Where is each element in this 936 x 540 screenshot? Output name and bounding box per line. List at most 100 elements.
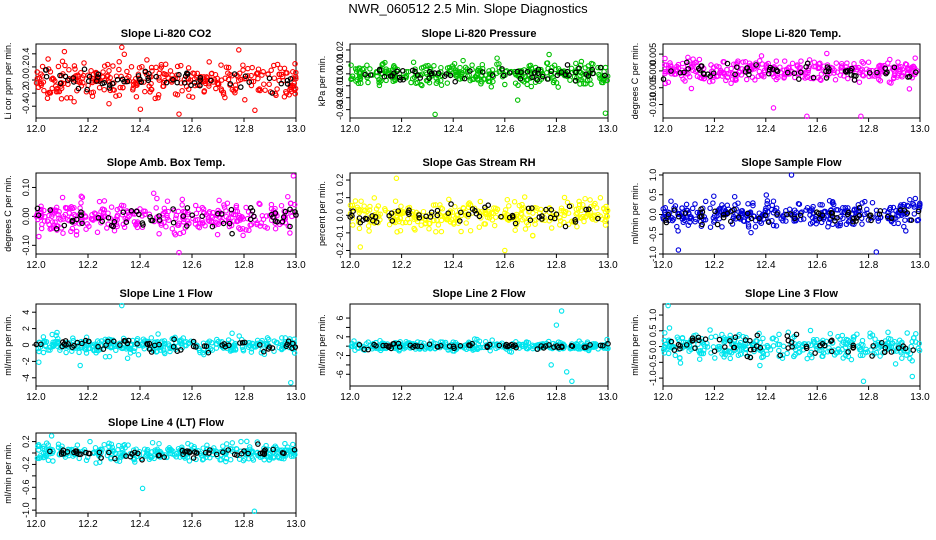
data-point	[290, 453, 297, 459]
data-point	[577, 81, 583, 87]
y-tick-label: -1.0	[648, 370, 658, 386]
x-tick-label: 12.0	[340, 260, 360, 271]
x-tick-label: 13.0	[598, 392, 618, 403]
reference-point	[61, 222, 68, 229]
data-point	[719, 224, 725, 230]
data-point	[83, 350, 90, 356]
data-point	[220, 443, 226, 449]
data-point	[887, 336, 894, 342]
data-point	[568, 65, 575, 72]
data-point	[595, 64, 601, 71]
reference-point	[170, 76, 176, 83]
data-point	[240, 232, 246, 239]
data-point	[573, 60, 579, 67]
data-point	[760, 335, 766, 342]
reference-point	[215, 210, 221, 217]
data-point	[250, 343, 257, 350]
data-point	[36, 443, 42, 450]
data-point	[177, 230, 183, 237]
data-point	[157, 66, 163, 72]
data-point	[77, 362, 83, 369]
data-point	[76, 349, 82, 356]
data-point	[555, 84, 561, 90]
data-point	[180, 335, 187, 341]
reference-point	[270, 446, 277, 453]
data-point	[713, 63, 720, 69]
data-point	[731, 193, 738, 200]
data-point	[176, 448, 183, 454]
data-point	[215, 80, 222, 87]
chart-panel-1: Slope Li-820 CO2 12.0 12.2 12.4 12.6 12.8 13.0…	[3, 28, 306, 135]
data-point	[661, 350, 668, 356]
data-point	[783, 218, 789, 224]
reference-point	[484, 344, 491, 351]
reference-point	[529, 74, 536, 81]
data-point	[88, 89, 95, 96]
data-point	[842, 352, 849, 359]
y-tick-label: 0.5	[648, 325, 658, 338]
x-tick-label: 12.0	[653, 124, 673, 135]
reference-point	[695, 334, 702, 341]
x-tick-label: 12.2	[392, 124, 412, 135]
reference-point	[711, 348, 718, 355]
data-point	[191, 70, 198, 77]
reference-point	[677, 70, 684, 76]
data-point	[833, 350, 840, 356]
reference-point	[289, 340, 296, 347]
data-point	[266, 81, 272, 88]
data-point	[773, 336, 779, 343]
data-point	[116, 59, 122, 65]
reference-point	[213, 451, 220, 458]
data-point	[36, 359, 42, 365]
data-point	[282, 220, 289, 226]
reference-point	[850, 218, 856, 225]
x-tick-label: 12.8	[234, 260, 254, 271]
data-point	[248, 349, 255, 355]
data-point	[361, 203, 367, 209]
data-point	[854, 331, 860, 337]
data-point	[589, 216, 596, 222]
reference-point	[747, 346, 754, 353]
data-point	[49, 85, 55, 92]
reference-point	[191, 80, 198, 86]
reference-point	[792, 215, 798, 222]
reference-point	[282, 208, 289, 215]
data-point	[240, 347, 247, 354]
chart-title: Slope Amb. Box Temp.	[107, 157, 226, 169]
data-point	[397, 215, 403, 221]
data-point	[126, 73, 132, 80]
data-point	[201, 88, 208, 94]
reference-point	[229, 230, 235, 237]
data-point	[843, 341, 849, 347]
reference-point	[206, 450, 212, 456]
reference-point	[540, 345, 547, 351]
reference-point	[472, 207, 478, 214]
data-point	[375, 203, 382, 209]
data-point	[707, 224, 714, 230]
data-point	[506, 348, 513, 355]
data-point	[152, 95, 158, 102]
reference-point	[389, 218, 396, 224]
reference-point	[47, 207, 54, 213]
reference-point	[78, 209, 84, 215]
data-point	[259, 72, 265, 78]
reference-point	[285, 338, 292, 345]
data-point	[50, 76, 57, 82]
data-point	[156, 440, 162, 447]
reference-points	[47, 441, 298, 463]
reference-point	[82, 337, 89, 344]
data-point	[666, 325, 673, 331]
data-point	[213, 85, 219, 92]
reference-point	[733, 64, 740, 71]
reference-point	[231, 71, 238, 77]
reference-point	[671, 207, 678, 214]
data-point	[462, 64, 469, 71]
data-point	[864, 349, 871, 355]
y-tick-label: 0.2	[21, 61, 31, 74]
data-point	[758, 53, 765, 59]
data-point	[246, 444, 253, 450]
data-point	[229, 330, 235, 337]
reference-point	[527, 217, 534, 224]
data-point	[855, 202, 862, 208]
data-point	[236, 333, 242, 339]
